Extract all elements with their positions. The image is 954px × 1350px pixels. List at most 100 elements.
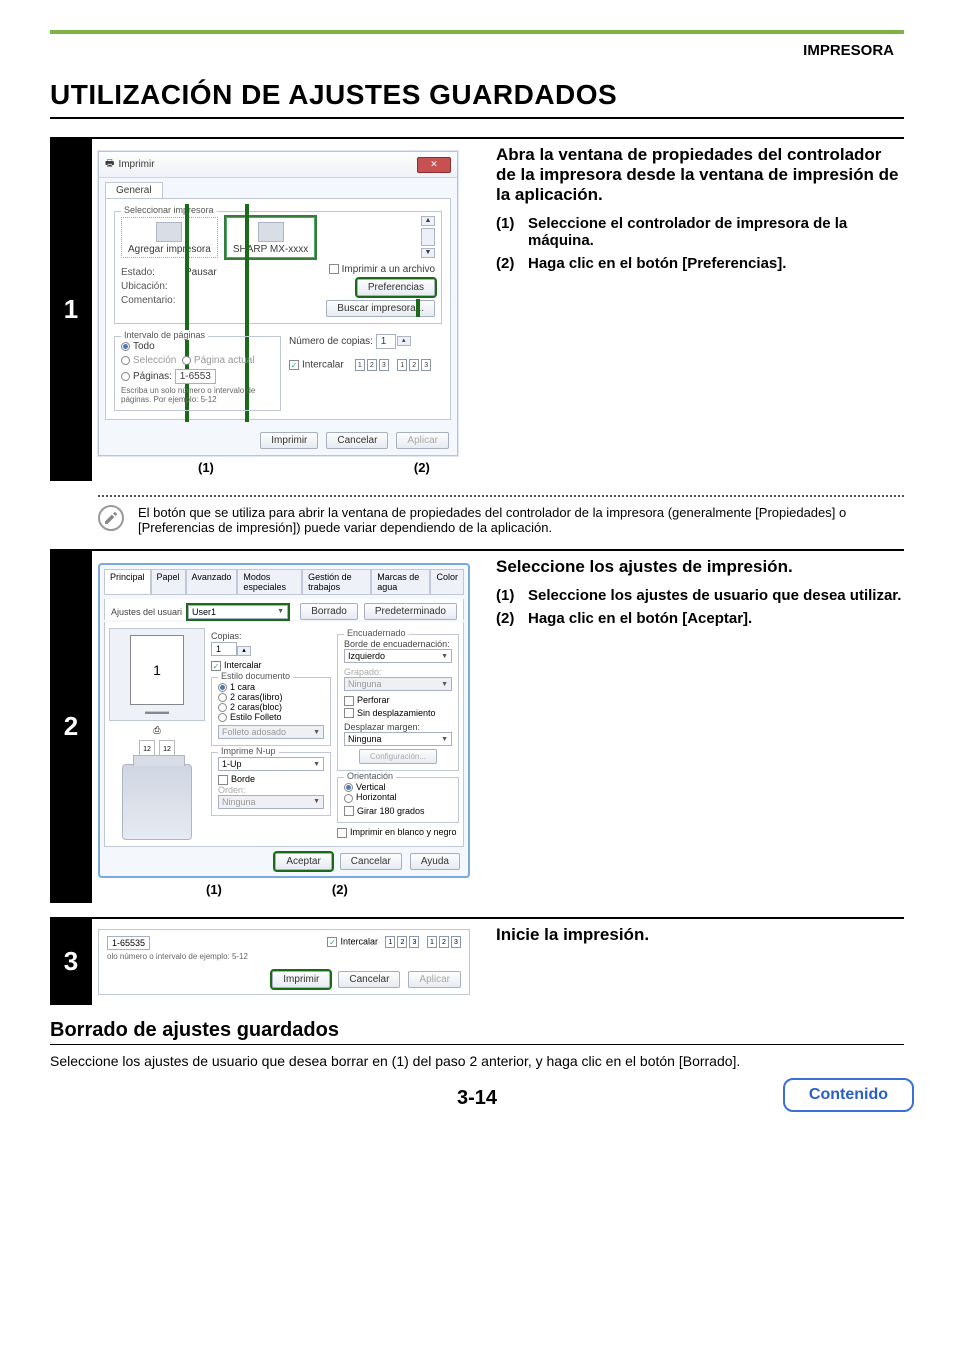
pages-input[interactable]: 1-65535 <box>107 936 150 950</box>
printer-model-label: SHARP MX-xxxx <box>233 244 308 255</box>
tab-general[interactable]: General <box>105 182 163 198</box>
doc-style-opt: 2 caras(libro) <box>230 692 283 702</box>
tiled-booklet-combo: Folleto adosado▼ <box>218 725 324 739</box>
orientation-portrait-radio[interactable] <box>344 783 353 792</box>
tab-principal[interactable]: Principal <box>104 569 151 594</box>
border-checkbox[interactable] <box>218 775 228 785</box>
defaults-button[interactable]: Predeterminado <box>364 603 457 620</box>
copies-spinner[interactable]: ▴ <box>397 336 411 346</box>
margin-shift-combo[interactable]: Ninguna▼ <box>344 732 452 746</box>
cancel-button[interactable]: Cancelar <box>326 432 388 449</box>
list-num: (1) <box>496 215 528 249</box>
print-button[interactable]: Imprimir <box>272 971 330 988</box>
order-label: Orden: <box>218 785 324 795</box>
page-title: UTILIZACIÓN DE AJUSTES GUARDADOS <box>50 79 904 111</box>
copies-input[interactable]: 1 <box>376 334 396 349</box>
page-number: 3-14 <box>50 1087 904 1110</box>
contents-button[interactable]: Contenido <box>783 1078 914 1112</box>
note-row: El botón que se utiliza para abrir la ve… <box>98 505 904 535</box>
apply-button[interactable]: Aplicar <box>396 432 449 449</box>
no-offset-checkbox[interactable] <box>344 708 354 718</box>
tab-papel[interactable]: Papel <box>151 569 186 594</box>
print-bw-checkbox[interactable] <box>337 828 347 838</box>
doc-style-radio[interactable] <box>218 683 227 692</box>
delete-button[interactable]: Borrado <box>300 603 358 620</box>
help-button[interactable]: Ayuda <box>410 853 460 870</box>
punch-label: Perforar <box>357 695 390 705</box>
preferences-button[interactable]: Preferencias <box>357 279 435 296</box>
tab-color[interactable]: Color <box>430 569 464 594</box>
no-offset-label: Sin desplazamiento <box>357 708 436 718</box>
collate-icon: 123 <box>385 936 419 948</box>
tab-gestion[interactable]: Gestión de trabajos <box>302 569 371 594</box>
apply-button[interactable]: Aplicar <box>408 971 461 988</box>
step-number: 1 <box>50 137 92 481</box>
range-pages-radio[interactable] <box>121 372 130 381</box>
binding-edge-combo[interactable]: Izquierdo▼ <box>344 649 452 663</box>
doc-style-opt: 2 caras(bloc) <box>230 702 282 712</box>
find-printer-button[interactable]: Buscar impresora... <box>326 300 435 317</box>
note-text: El botón que se utiliza para abrir la ve… <box>138 505 904 535</box>
driver-dialog: Principal Papel Avanzado Modos especiale… <box>98 563 470 878</box>
step-1: 1 🖶 Imprimir ✕ General Seleccionar impre… <box>50 137 904 481</box>
step1-heading: Abra la ventana de propiedades del contr… <box>496 145 904 205</box>
range-all-radio[interactable] <box>121 342 130 351</box>
orientation-landscape-radio[interactable] <box>344 794 353 803</box>
title-underline <box>50 117 904 119</box>
collate-checkbox[interactable]: ✓ <box>289 360 299 370</box>
accent-top-bar <box>50 30 904 34</box>
user-settings-combo[interactable]: User1 ▼ <box>188 605 288 619</box>
user-settings-label: Ajustes del usuari <box>111 607 182 617</box>
close-icon[interactable]: ✕ <box>417 157 451 173</box>
copies-label: Copias: <box>211 631 331 641</box>
chevron-down-icon: ▼ <box>277 608 284 615</box>
print-to-file-checkbox[interactable] <box>329 264 339 274</box>
nup-combo[interactable]: 1-Up▼ <box>218 757 324 771</box>
fragment-hint: olo número o intervalo de ejemplo: 5-12 <box>107 952 248 961</box>
add-printer-card[interactable]: Agregar impresora <box>121 217 218 258</box>
user-settings-value: User1 <box>192 607 216 617</box>
list-num: (2) <box>496 610 528 627</box>
list-text: Seleccione el controlador de impresora d… <box>528 215 904 249</box>
print-button[interactable]: Imprimir <box>260 432 318 449</box>
range-selection-radio[interactable] <box>121 356 130 365</box>
step2-heading: Seleccione los ajustes de impresión. <box>496 557 904 577</box>
collate-label: Intercalar <box>340 936 378 946</box>
collate-icon: 123 <box>397 359 431 371</box>
range-group-label: Intervalo de páginas <box>121 330 208 340</box>
comment-label: Comentario: <box>121 295 181 306</box>
copies-label: Número de copias: <box>289 336 373 347</box>
list-text: Seleccione los ajustes de usuario que de… <box>528 587 901 604</box>
tab-modos[interactable]: Modos especiales <box>237 569 302 594</box>
punch-checkbox[interactable] <box>344 696 354 706</box>
doc-style-radio[interactable] <box>218 713 227 722</box>
collate-checkbox[interactable]: ✓ <box>327 937 337 947</box>
step-2: 2 Principal Papel Avanzado Modos especia… <box>50 549 904 903</box>
tab-avanzado[interactable]: Avanzado <box>186 569 238 594</box>
range-pages-label: Páginas: <box>133 371 172 382</box>
sheet-preview: 1 <box>130 635 184 705</box>
tab-marcas[interactable]: Marcas de agua <box>371 569 430 594</box>
doc-style-radio[interactable] <box>218 703 227 712</box>
location-label: Ubicación: <box>121 281 181 292</box>
doc-style-radio[interactable] <box>218 693 227 702</box>
range-pages-input[interactable]: 1-6553 <box>175 369 216 384</box>
print-dialog: 🖶 Imprimir ✕ General Seleccionar impreso… <box>98 151 458 456</box>
pencil-icon <box>98 505 124 531</box>
collate-checkbox[interactable]: ✓ <box>211 661 221 671</box>
copies-spinner[interactable]: ▴ <box>237 646 251 656</box>
config-button[interactable]: Configuración... <box>359 749 437 764</box>
scroll-down-icon[interactable]: ▼ <box>421 248 435 258</box>
cancel-button[interactable]: Cancelar <box>338 971 400 988</box>
cancel-button[interactable]: Cancelar <box>340 853 402 870</box>
printer-card-selected[interactable]: SHARP MX-xxxx <box>226 217 315 258</box>
collate-label: Intercalar <box>302 360 344 371</box>
list-num: (2) <box>496 255 528 272</box>
ok-button[interactable]: Aceptar <box>275 853 331 870</box>
scroll-up-icon[interactable]: ▲ <box>421 216 435 226</box>
copies-input[interactable]: 1 <box>211 642 237 656</box>
scrollbar-track[interactable] <box>421 228 435 246</box>
range-current-radio[interactable] <box>182 356 191 365</box>
rotate180-checkbox[interactable] <box>344 806 354 816</box>
step3-heading: Inicie la impresión. <box>496 925 904 945</box>
